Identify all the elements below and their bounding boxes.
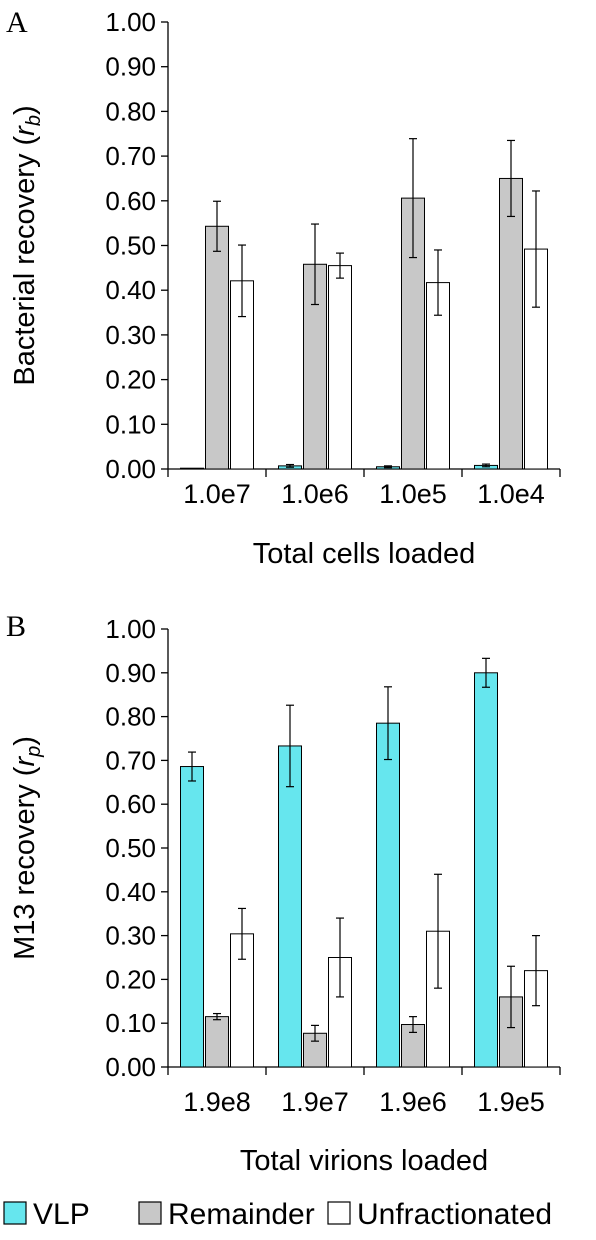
y-tick-label: 0.20 — [105, 964, 156, 994]
x-tick-label: 1.0e5 — [379, 479, 447, 509]
legend-swatch-remainder — [138, 1201, 162, 1225]
bar-vlp — [278, 745, 302, 1068]
y-tick-label: 0.00 — [105, 1052, 156, 1082]
y-tick-label: 0.30 — [105, 320, 156, 350]
x-axis-title: Total virions loaded — [240, 1145, 488, 1177]
y-tick-label: 0.40 — [105, 275, 156, 305]
x-tick-label: 1.9e5 — [477, 1087, 545, 1117]
legend-swatch-unfractionated — [327, 1201, 351, 1225]
y-tick-label: 0.10 — [105, 1008, 156, 1038]
y-axis-title-subscript: p — [23, 746, 45, 758]
y-tick-label: 0.10 — [105, 409, 156, 439]
y-tick-label: 0.00 — [105, 454, 156, 484]
x-tick-label: 1.9e6 — [379, 1087, 447, 1117]
bar-vlp — [376, 722, 400, 1068]
y-tick-label: 0.90 — [105, 52, 156, 82]
bar-remainder — [499, 177, 523, 470]
legend-label-remainder: Remainder — [168, 1198, 315, 1231]
x-tick-label: 1.9e7 — [281, 1087, 349, 1117]
x-axis-title: Total cells loaded — [253, 538, 475, 570]
y-axis-title-text: M13 recovery ( — [9, 766, 41, 960]
y-axis-title: Bacterial recovery (rb) — [9, 105, 45, 385]
x-tick-label: 1.0e7 — [183, 479, 251, 509]
y-axis-title-text: Bacterial recovery ( — [9, 135, 41, 385]
y-tick-label: 1.00 — [105, 7, 156, 37]
x-tick-label: 1.9e8 — [183, 1087, 251, 1117]
panel-letter: B — [6, 610, 26, 643]
bar-unfractionated — [328, 265, 352, 470]
legend-label-unfractionated: Unfractionated — [357, 1198, 552, 1231]
y-tick-label: 0.90 — [105, 658, 156, 688]
bar-vlp — [180, 766, 204, 1068]
x-tick-label: 1.0e4 — [477, 479, 545, 509]
y-tick-label: 1.00 — [105, 614, 156, 644]
panel-a-chart: A 0.00 0.10 0.20 0.30 0.40 0.50 0.60 0.70 0.80 0.9… — [6, 6, 561, 570]
y-axis-title-subscript: b — [23, 115, 45, 126]
legend: VLP Remainder Unfractionated — [3, 1198, 552, 1231]
y-tick-label: 0.60 — [105, 789, 156, 819]
panel-b-chart: B 0.00 0.10 0.20 0.30 0.40 0.50 0.60 0.70 0.80 0.9… — [6, 610, 561, 1177]
y-tick-label: 0.50 — [105, 833, 156, 863]
y-axis-title-close: ) — [9, 105, 41, 115]
y-tick-label: 0.60 — [105, 186, 156, 216]
y-axis-title: M13 recovery (rp) — [9, 736, 45, 960]
bar-vlp — [474, 672, 498, 1068]
bar-remainder — [205, 225, 229, 470]
y-tick-label: 0.20 — [105, 365, 156, 395]
y-axis-title-close: ) — [9, 736, 41, 746]
y-tick-label: 0.50 — [105, 231, 156, 261]
y-tick-label: 0.30 — [105, 921, 156, 951]
y-tick-label: 0.80 — [105, 702, 156, 732]
panel-letter: A — [6, 6, 28, 39]
bar-remainder — [205, 1016, 229, 1068]
legend-label-vlp: VLP — [33, 1198, 90, 1231]
y-tick-label: 0.70 — [105, 745, 156, 775]
y-axis-title-variable: r — [9, 756, 41, 767]
y-tick-label: 0.80 — [105, 96, 156, 126]
y-tick-label: 0.70 — [105, 141, 156, 171]
y-axis-title-variable: r — [9, 125, 41, 136]
bar-vlp — [180, 467, 204, 470]
legend-swatch-vlp — [3, 1201, 27, 1225]
y-tick-label: 0.40 — [105, 877, 156, 907]
x-tick-label: 1.0e6 — [281, 479, 349, 509]
